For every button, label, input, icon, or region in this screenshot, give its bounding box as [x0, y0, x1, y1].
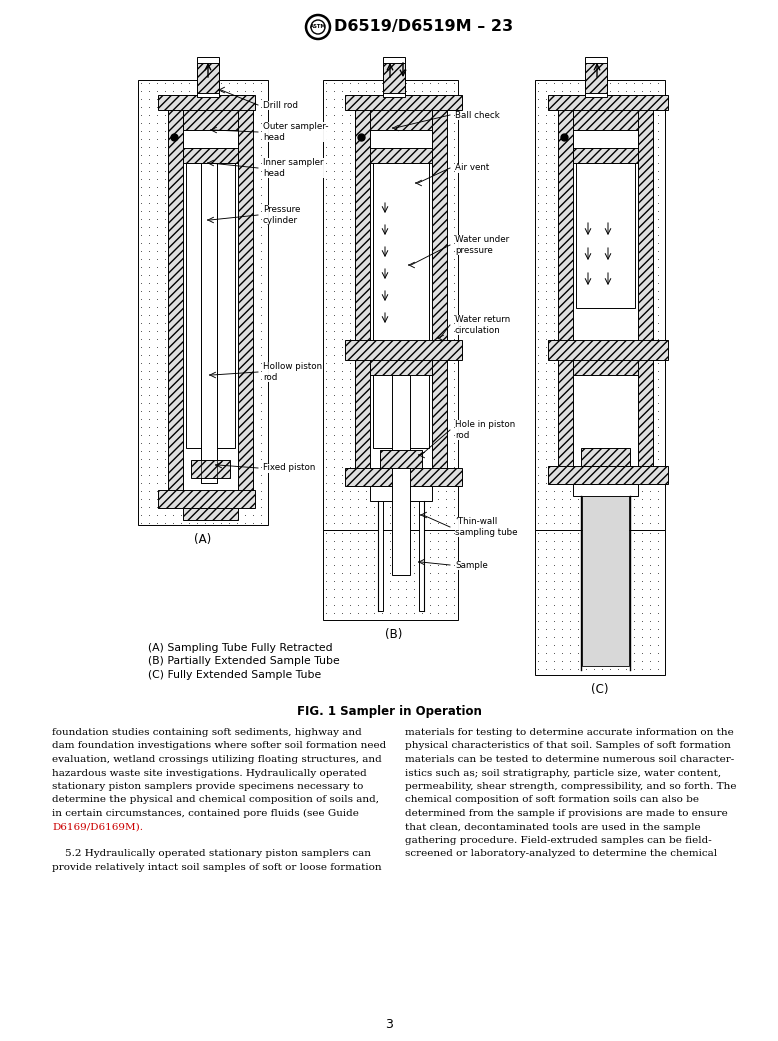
- Bar: [558, 95, 573, 475]
- Text: materials for testing to determine accurate information on the: materials for testing to determine accur…: [405, 728, 734, 737]
- Text: gathering procedure. Field-extruded samples can be field-: gathering procedure. Field-extruded samp…: [405, 836, 712, 845]
- Text: 5.2 Hydraulically operated stationary piston samplers can: 5.2 Hydraulically operated stationary pi…: [52, 849, 371, 859]
- Bar: [370, 486, 432, 501]
- Bar: [392, 375, 410, 575]
- Text: D6169/D6169M).: D6169/D6169M).: [52, 822, 143, 832]
- Bar: [355, 95, 370, 475]
- Bar: [383, 64, 405, 93]
- Text: Water return
circulation: Water return circulation: [455, 315, 510, 335]
- Text: chemical composition of soft formation soils can also be: chemical composition of soft formation s…: [405, 795, 699, 805]
- Bar: [370, 148, 432, 163]
- Text: Air vent: Air vent: [455, 163, 489, 173]
- Text: provide relatively intact soil samples of soft or loose formation: provide relatively intact soil samples o…: [52, 863, 382, 872]
- Text: Hollow piston
rod: Hollow piston rod: [263, 362, 322, 382]
- Bar: [535, 530, 665, 675]
- Bar: [370, 110, 432, 130]
- Bar: [238, 95, 253, 505]
- Text: istics such as; soil stratigraphy, particle size, water content,: istics such as; soil stratigraphy, parti…: [405, 768, 721, 778]
- Bar: [158, 490, 255, 508]
- Text: physical characteristics of that soil. Samples of soft formation: physical characteristics of that soil. S…: [405, 741, 731, 751]
- Bar: [345, 468, 462, 486]
- Bar: [373, 163, 429, 448]
- Text: Pressure
cylinder: Pressure cylinder: [263, 205, 300, 225]
- Bar: [201, 163, 217, 483]
- Text: Inner sampler
head: Inner sampler head: [263, 158, 324, 178]
- Text: ASTM: ASTM: [310, 25, 326, 29]
- Bar: [581, 448, 630, 466]
- Text: Fixed piston: Fixed piston: [263, 463, 315, 473]
- Bar: [183, 508, 238, 520]
- Text: screened or laboratory-analyzed to determine the chemical: screened or laboratory-analyzed to deter…: [405, 849, 717, 859]
- Text: that clean, decontaminated tools are used in the sample: that clean, decontaminated tools are use…: [405, 822, 701, 832]
- Bar: [370, 95, 432, 475]
- Text: permeability, shear strength, compressibility, and so forth. The: permeability, shear strength, compressib…: [405, 782, 737, 791]
- Text: stationary piston samplers provide specimens necessary to: stationary piston samplers provide speci…: [52, 782, 363, 791]
- Bar: [548, 340, 668, 360]
- Bar: [535, 80, 665, 530]
- Text: (C): (C): [591, 683, 608, 696]
- Bar: [380, 450, 422, 468]
- Bar: [186, 163, 235, 448]
- Text: (C) Fully Extended Sample Tube: (C) Fully Extended Sample Tube: [148, 670, 321, 680]
- Text: FIG. 1 Sampler in Operation: FIG. 1 Sampler in Operation: [296, 705, 482, 718]
- Bar: [573, 95, 638, 475]
- Text: Sample: Sample: [455, 560, 488, 569]
- Text: 3: 3: [385, 1018, 393, 1031]
- Bar: [183, 95, 238, 505]
- Bar: [345, 95, 462, 110]
- Bar: [548, 466, 668, 484]
- Bar: [323, 530, 458, 620]
- Bar: [419, 501, 424, 611]
- Bar: [370, 360, 432, 375]
- Bar: [158, 95, 255, 110]
- Bar: [197, 57, 219, 97]
- Text: (B): (B): [385, 628, 403, 641]
- Text: Outer sampler-
head: Outer sampler- head: [263, 122, 328, 142]
- Bar: [383, 57, 405, 97]
- Bar: [638, 95, 653, 475]
- Text: evaluation, wetland crossings utilizing floating structures, and: evaluation, wetland crossings utilizing …: [52, 755, 382, 764]
- Text: dam foundation investigations where softer soil formation need: dam foundation investigations where soft…: [52, 741, 386, 751]
- Text: Water under
pressure: Water under pressure: [455, 235, 510, 255]
- Text: determine the physical and chemical composition of soils and,: determine the physical and chemical comp…: [52, 795, 379, 805]
- Text: D6519/D6519M – 23: D6519/D6519M – 23: [334, 20, 513, 34]
- Text: Ball check: Ball check: [455, 110, 499, 120]
- Bar: [582, 496, 629, 666]
- Text: determined from the sample if provisions are made to ensure: determined from the sample if provisions…: [405, 809, 727, 818]
- Text: foundation studies containing soft sediments, highway and: foundation studies containing soft sedim…: [52, 728, 362, 737]
- Bar: [548, 95, 668, 110]
- Bar: [168, 95, 183, 505]
- Bar: [323, 80, 458, 530]
- Bar: [573, 484, 638, 496]
- Bar: [432, 95, 447, 475]
- Text: (B) Partially Extended Sample Tube: (B) Partially Extended Sample Tube: [148, 657, 340, 666]
- Bar: [197, 64, 219, 93]
- Text: (A): (A): [194, 533, 212, 545]
- Text: in certain circumstances, contained pore fluids (see Guide: in certain circumstances, contained pore…: [52, 809, 359, 818]
- Bar: [585, 57, 607, 97]
- Text: ‘Thin-wall
sampling tube: ‘Thin-wall sampling tube: [455, 517, 517, 537]
- Text: hazardous waste site investigations. Hydraulically operated: hazardous waste site investigations. Hyd…: [52, 768, 366, 778]
- Bar: [345, 340, 462, 360]
- Bar: [183, 148, 238, 163]
- Bar: [576, 163, 635, 308]
- Bar: [138, 80, 268, 525]
- Bar: [191, 460, 230, 478]
- Text: (A) Sampling Tube Fully Retracted: (A) Sampling Tube Fully Retracted: [148, 643, 333, 653]
- Bar: [573, 110, 638, 130]
- Text: Hole in piston
rod: Hole in piston rod: [455, 421, 515, 439]
- Bar: [183, 110, 238, 130]
- Bar: [378, 501, 383, 611]
- Text: materials can be tested to determine numerous soil character-: materials can be tested to determine num…: [405, 755, 734, 764]
- Bar: [585, 64, 607, 93]
- Bar: [573, 148, 638, 163]
- Bar: [573, 360, 638, 375]
- Text: Drill rod: Drill rod: [263, 101, 298, 109]
